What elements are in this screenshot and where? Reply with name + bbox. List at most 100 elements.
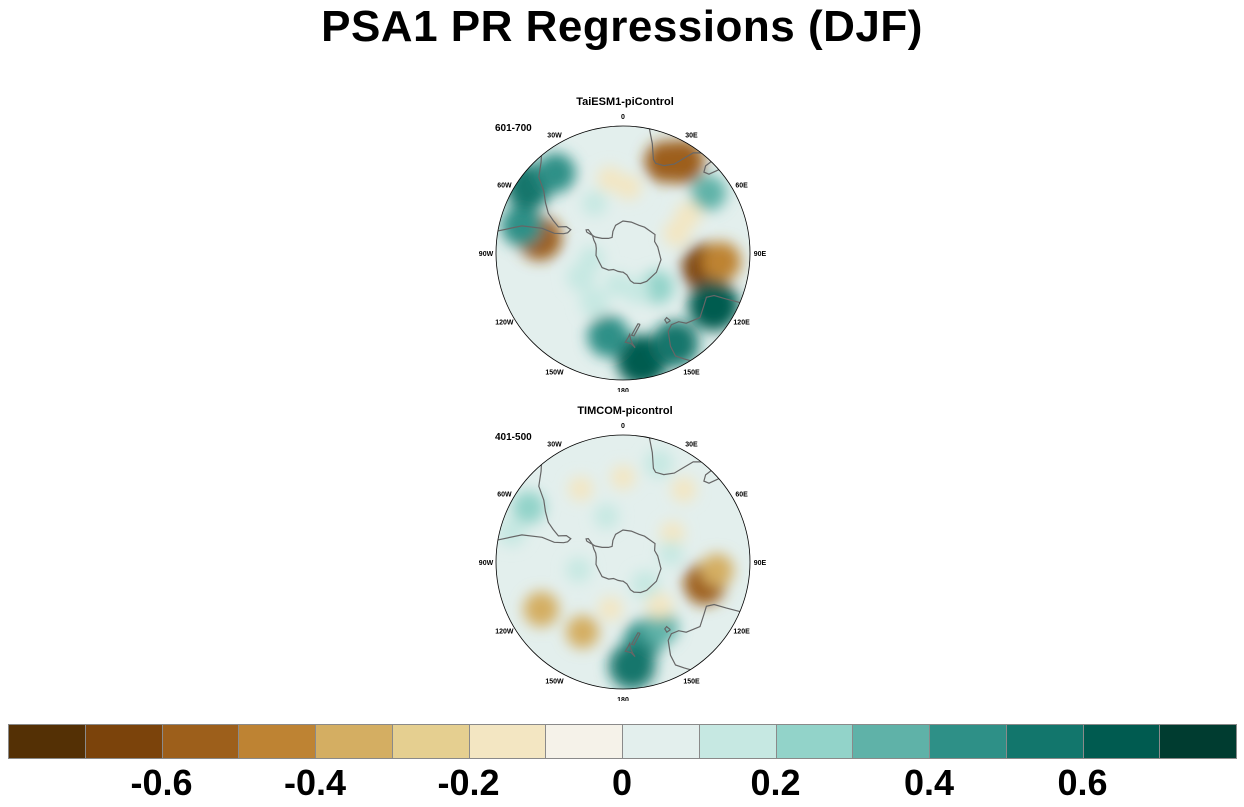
colorbar-tick-label: 0.6 bbox=[1057, 762, 1108, 803]
coastline bbox=[664, 316, 671, 324]
longitude-label: 120W bbox=[495, 320, 514, 327]
regression-anomaly bbox=[660, 521, 685, 546]
longitude-label: 150E bbox=[683, 370, 700, 377]
coastline bbox=[624, 332, 636, 349]
map-field bbox=[496, 126, 750, 380]
coastline bbox=[497, 464, 572, 544]
map-field bbox=[496, 435, 750, 689]
colorbar-segment bbox=[161, 724, 240, 759]
coastline bbox=[703, 161, 720, 175]
map-border bbox=[495, 434, 751, 690]
colorbar-segment bbox=[929, 724, 1007, 759]
map-panel-2: TIMCOM-picontrol 401-500 0 30E 60E 90E 120E 1… bbox=[470, 401, 780, 701]
longitude-label: 0 bbox=[621, 114, 625, 121]
colorbar-tick-label: -0.4 bbox=[283, 762, 347, 803]
colorbar-tick-label: 0.4 bbox=[903, 762, 955, 803]
coastline bbox=[497, 155, 572, 235]
regression-anomaly bbox=[523, 591, 559, 627]
longitude-label: 60W bbox=[497, 183, 512, 190]
longitude-label: 30W bbox=[547, 441, 562, 448]
regression-anomaly bbox=[608, 643, 656, 689]
regression-anomaly bbox=[610, 465, 636, 490]
panel-period: 601-700 bbox=[495, 123, 532, 134]
colorbar-segment bbox=[8, 724, 86, 759]
regression-anomaly bbox=[593, 503, 619, 529]
coastline bbox=[648, 437, 702, 476]
longitude-label: 60E bbox=[735, 183, 748, 190]
panel-title: TIMCOM-picontrol bbox=[577, 405, 673, 417]
regression-anomaly bbox=[688, 280, 740, 331]
colorbar-tick-label: -0.6 bbox=[130, 762, 193, 803]
regression-anomaly bbox=[565, 557, 592, 583]
regression-anomaly bbox=[512, 490, 546, 525]
regression-anomaly bbox=[646, 592, 674, 620]
regression-anomaly bbox=[642, 609, 679, 645]
coastline bbox=[624, 641, 636, 658]
longitude-label: 60W bbox=[497, 492, 512, 499]
regression-anomaly bbox=[535, 152, 576, 193]
longitude-label: 120E bbox=[733, 320, 750, 327]
regression-anomaly bbox=[581, 190, 607, 217]
colorbar-segment bbox=[622, 724, 700, 759]
colorbar-segment bbox=[1082, 724, 1161, 759]
longitude-label: 30E bbox=[685, 441, 698, 448]
regression-anomaly bbox=[691, 175, 727, 211]
coastline bbox=[630, 632, 641, 646]
coastline bbox=[585, 220, 662, 285]
regression-anomaly bbox=[497, 517, 526, 547]
colorbar-segment bbox=[698, 724, 777, 759]
longitude-label: 90E bbox=[754, 560, 767, 567]
coastline bbox=[648, 128, 702, 167]
regression-anomaly bbox=[616, 174, 642, 200]
regression-anomaly bbox=[658, 541, 684, 567]
regression-anomaly bbox=[700, 553, 734, 587]
longitude-label: 180 bbox=[617, 388, 629, 392]
coastline bbox=[585, 529, 662, 594]
panel-title: TaiESM1-piControl bbox=[576, 96, 674, 108]
coastline bbox=[664, 625, 671, 633]
coastline bbox=[667, 294, 741, 362]
figure-title: PSA1 PR Regressions (DJF) bbox=[321, 2, 923, 51]
colorbar-tick-label: -0.2 bbox=[437, 762, 500, 803]
coastline bbox=[630, 323, 641, 337]
colorbar-tick-label: 0 bbox=[611, 762, 633, 803]
longitude-label: 30E bbox=[685, 132, 698, 139]
colorbar-segment bbox=[545, 724, 623, 759]
regression-anomaly bbox=[652, 320, 699, 367]
regression-anomaly bbox=[644, 449, 674, 478]
longitude-label: 180 bbox=[617, 697, 629, 701]
colorbar-segment bbox=[315, 724, 393, 759]
colorbar-segment bbox=[238, 724, 316, 759]
longitude-label: 120W bbox=[495, 629, 514, 636]
coastline bbox=[703, 470, 720, 484]
panel-period: 401-500 bbox=[495, 432, 532, 443]
regression-anomaly bbox=[663, 220, 690, 247]
regression-anomaly bbox=[604, 271, 630, 298]
map-border bbox=[495, 125, 751, 381]
regression-anomaly bbox=[671, 477, 697, 503]
polar-map: 0 30E 60E 90E 120E 150E 180 150W 120W 90W 60W 30W bbox=[479, 423, 767, 701]
regression-anomaly bbox=[578, 246, 605, 272]
colorbar-segment bbox=[775, 724, 854, 759]
regression-anomaly bbox=[566, 615, 600, 649]
polar-map: 0 30E 60E 90E 120E 150E 180 150W 120W 90W 60W 30W bbox=[479, 114, 767, 392]
longitude-label: 150E bbox=[683, 679, 700, 686]
colorbar-segment bbox=[1005, 724, 1084, 759]
longitude-label: 120E bbox=[733, 629, 750, 636]
longitude-label: 60E bbox=[735, 492, 748, 499]
colorbar-segment bbox=[84, 724, 163, 759]
colorbar-tick-label: 0.2 bbox=[750, 762, 801, 803]
longitude-label: 150W bbox=[545, 370, 564, 377]
regression-anomaly bbox=[623, 277, 651, 305]
regression-anomaly bbox=[597, 166, 623, 192]
longitude-label: 30W bbox=[547, 132, 562, 139]
longitude-label: 90W bbox=[479, 251, 494, 258]
map-panel-1: TaiESM1-piControl 601-700 0 30E 60E 90E 120E… bbox=[470, 92, 780, 392]
longitude-label: 0 bbox=[621, 423, 625, 430]
coastline bbox=[667, 603, 741, 671]
colorbar-segment bbox=[391, 724, 470, 759]
regression-anomaly bbox=[598, 596, 623, 622]
regression-anomaly bbox=[568, 476, 593, 501]
longitude-label: 150W bbox=[545, 679, 564, 686]
regression-anomaly bbox=[580, 288, 609, 317]
